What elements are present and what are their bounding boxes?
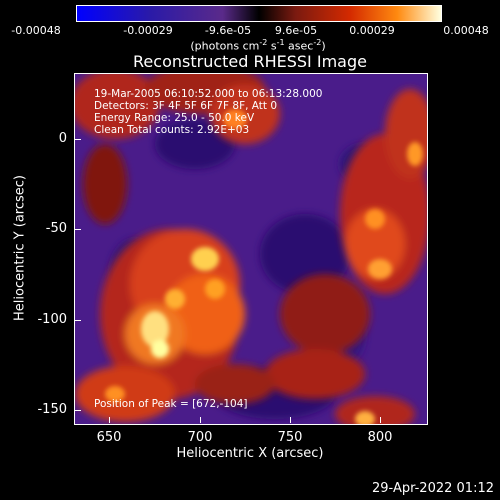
x-tick-label: 700 (187, 430, 213, 445)
detectors-info: Detectors: 3F 4F 5F 6F 7F 8F, Att 0 (94, 100, 278, 112)
y-tick-label: 0 (58, 131, 67, 146)
colorbar-tick-label: 0.00048 (443, 24, 489, 37)
peak-position: Position of Peak = [672,-104] (94, 398, 248, 410)
x-tick (109, 417, 110, 423)
clean-total-counts: Clean Total counts: 2.92E+03 (94, 124, 250, 136)
rhessi-image (74, 73, 428, 425)
colorbar-tick-label: 0.00029 (349, 24, 395, 37)
colorbar-tick-label: -9.6e-05 (204, 24, 252, 37)
emission-regions (75, 74, 427, 424)
colorbar-tick-label: -0.00029 (123, 24, 173, 37)
x-tick-label: 650 (96, 430, 122, 445)
energy-range: Energy Range: 25.0 - 50.0 keV (94, 112, 255, 124)
hot-spots (105, 109, 423, 424)
y-tick (75, 139, 81, 140)
plot-title: Reconstructed RHESSI Image (133, 52, 367, 71)
x-tick-label: 750 (277, 430, 303, 445)
x-tick (290, 417, 291, 423)
colorbar-tick-label: -0.00048 (11, 24, 61, 37)
observation-time: 19-Mar-2005 06:10:52.000 to 06:13:28.000 (94, 88, 323, 100)
y-tick-label: -100 (37, 312, 67, 327)
image-canvas (75, 74, 427, 424)
colorbar (76, 5, 442, 22)
x-tick (200, 417, 201, 423)
y-tick-label: -50 (45, 221, 67, 236)
x-axis-label: Heliocentric X (arcsec) (176, 446, 324, 461)
y-axis-label: Heliocentric Y (arcsec) (12, 175, 28, 321)
y-tick-label: -150 (37, 402, 67, 417)
x-tick-label: 800 (367, 430, 393, 445)
colorbar-tick-label: 9.6e-05 (274, 24, 318, 37)
colorbar-unit: (photons cm-2 s-1 asec-2) (190, 38, 326, 53)
y-tick (75, 320, 81, 321)
y-tick (75, 410, 81, 411)
x-tick (380, 417, 381, 423)
generated-date: 29-Apr-2022 01:12 (372, 481, 494, 496)
y-tick (75, 229, 81, 230)
